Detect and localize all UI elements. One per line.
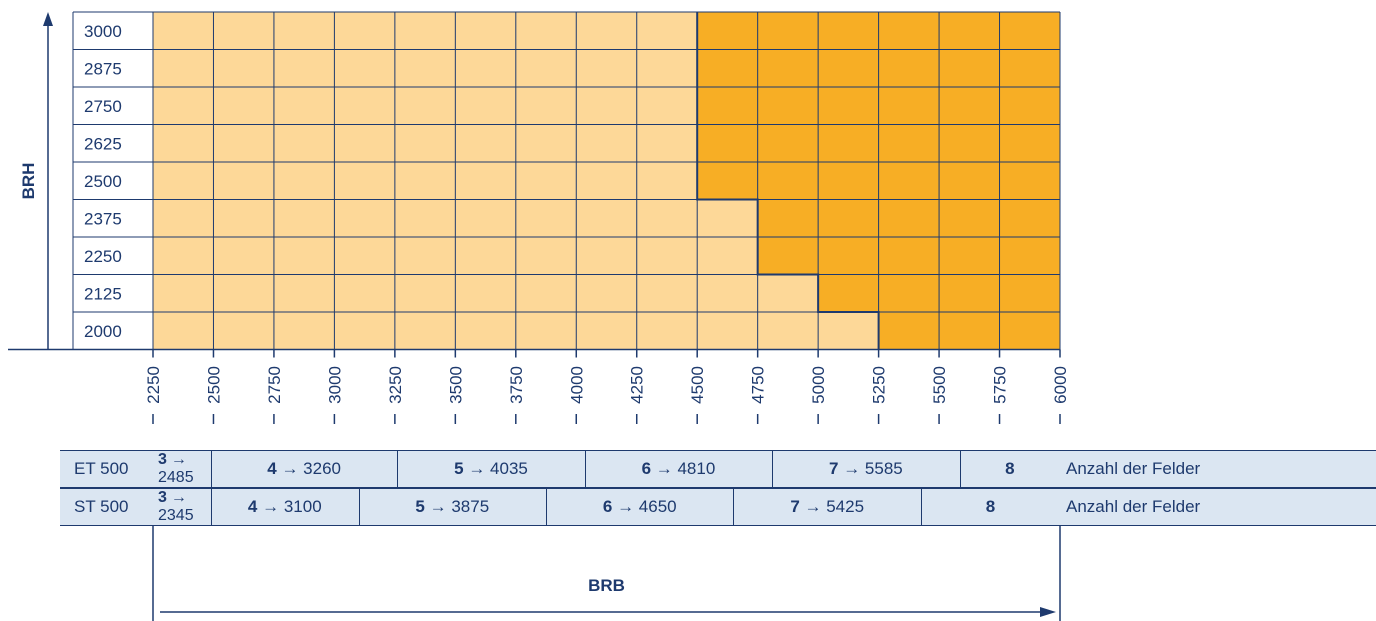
field-count-cell: 4 → 3100 (211, 488, 359, 526)
field-count-cell: 8 (921, 488, 1060, 526)
cell-divider (772, 450, 774, 488)
x-axis-arrow-head (1040, 607, 1056, 617)
field-range-limit: → 5585 (838, 459, 903, 478)
x-tick-label: 4750 (749, 366, 768, 404)
x-tick-label: 4000 (567, 366, 586, 404)
y-tick-label: 2375 (84, 209, 122, 228)
cell-divider (397, 450, 399, 488)
field-range-limit: → 3875 (424, 497, 490, 516)
y-tick-label: 2625 (84, 134, 122, 153)
field-count-cell: 5 → 4035 (397, 450, 584, 488)
y-tick-label: 2000 (84, 322, 122, 341)
field-number: 6 (641, 459, 652, 478)
x-axis-label-bottom: BRB (588, 576, 625, 595)
field-number: 8 (985, 497, 996, 516)
cell-divider (211, 450, 212, 488)
x-tick-label: 5250 (870, 366, 889, 404)
model-label: ET 500 (74, 459, 129, 478)
field-number: 8 (1005, 459, 1015, 478)
field-number: 7 (790, 497, 800, 516)
cell-divider (733, 488, 735, 526)
x-tick-label: 5750 (991, 366, 1010, 404)
y-axis-arrow-head (43, 12, 53, 26)
field-range-limit: → 4810 (651, 459, 716, 478)
y-tick-label: 2750 (84, 97, 122, 116)
y-tick-label: 2250 (84, 247, 122, 266)
field-range-limit: → 5425 (799, 497, 865, 516)
model-label: ST 500 (74, 497, 129, 516)
cell-divider (920, 488, 922, 526)
row-border (60, 488, 1376, 489)
y-tick-label: 3000 (84, 22, 122, 41)
table-row: ST 500 3 → 2345 4 → 3100 5 → 3875 6 → 4650 7 → … (60, 488, 1376, 526)
x-tick-label: 3500 (446, 366, 465, 404)
x-tick-label: 5000 (809, 366, 828, 404)
field-count-cell: 8 (960, 450, 1060, 488)
field-count-cell: 7 → 5585 (772, 450, 959, 488)
field-count-cell: 7 → 5425 (733, 488, 920, 526)
field-range-limit: → 4650 (612, 497, 677, 516)
field-number: 6 (602, 497, 613, 516)
dark-region-cell (757, 237, 1060, 275)
y-axis-label: BRH (19, 163, 38, 200)
row-border (60, 487, 1376, 488)
x-tick-label: 2250 (144, 366, 163, 404)
x-tick-label: 2750 (265, 366, 284, 404)
field-number: 4 (247, 497, 258, 516)
field-range-limit: → 3260 (276, 459, 341, 478)
x-tick-label: 6000 (1051, 366, 1070, 404)
row-border (60, 525, 1376, 526)
field-range-limit: → 4035 (463, 459, 528, 478)
cell-divider (211, 488, 212, 526)
field-count-note: Anzahl der Felder (1066, 459, 1201, 478)
field-number: 5 (454, 459, 464, 478)
x-tick-label: 3250 (386, 366, 405, 404)
row-border (60, 450, 1376, 451)
arrow-glyph: → (170, 489, 187, 506)
cell-divider (546, 488, 548, 526)
field-count-3-cell: 3 → 2485 (153, 450, 211, 488)
dark-region-cell (757, 199, 1060, 237)
table-row: ET 500 3 → 2485 4 → 3260 5 → 4035 6 → 4810 7 → … (60, 450, 1376, 488)
field-number: 3 (158, 451, 167, 468)
cell-divider (959, 450, 961, 488)
y-tick-label: 2500 (84, 172, 122, 191)
field-count-cell: 5 → 3875 (359, 488, 546, 526)
dark-region-cell (878, 312, 1060, 350)
x-tick-label: 3000 (325, 366, 344, 404)
field-range-limit: → 3100 (257, 497, 322, 516)
x-tick-label: 4500 (688, 366, 707, 404)
field-number: 4 (267, 459, 277, 478)
field-number: 5 (415, 497, 425, 516)
cell-divider (584, 450, 586, 488)
field-count-limit: 2485 (158, 469, 194, 486)
field-count-number: 3 → (158, 451, 187, 469)
field-count-3-cell: 3 → 2345 (153, 488, 211, 526)
x-tick-label: 5500 (930, 366, 949, 404)
field-count-cell: 6 → 4650 (546, 488, 733, 526)
field-count-cell: 6 → 4810 (585, 450, 772, 488)
arrow-glyph: → (170, 451, 187, 468)
field-number: 7 (829, 459, 839, 478)
field-count-note: Anzahl der Felder (1066, 497, 1201, 516)
staircase-boundary (696, 12, 880, 350)
x-tick-label: 4250 (628, 366, 647, 404)
field-number: 3 (158, 489, 167, 506)
x-tick-label: 2500 (204, 366, 223, 404)
field-count-number: 3 → (158, 489, 187, 507)
field-count-cell: 4 → 3260 (211, 450, 397, 488)
field-count-limit: 2345 (158, 507, 194, 524)
y-tick-label: 2875 (84, 59, 122, 78)
y-tick-label: 2125 (84, 284, 122, 303)
x-tick-label: 3750 (507, 366, 526, 404)
cell-divider (358, 488, 360, 526)
